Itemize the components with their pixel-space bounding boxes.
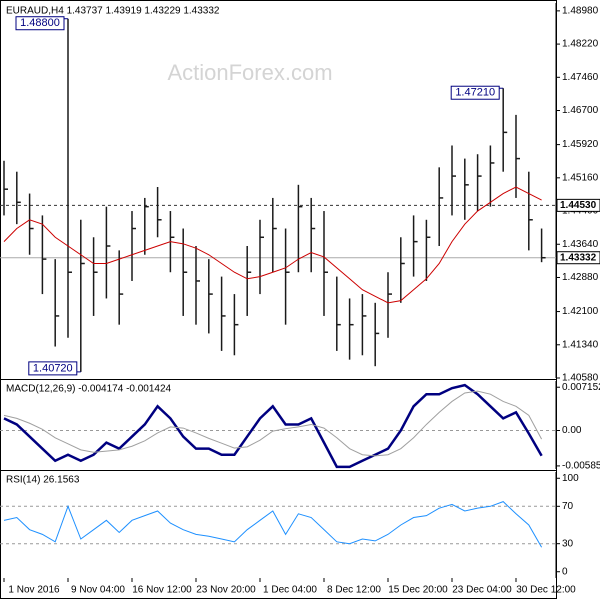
y-tick-label: 1.40580 (562, 373, 599, 384)
y-tick-label: 1.48980 (562, 6, 599, 17)
y-tick-label: 70 (562, 501, 574, 512)
y-tick-label: 1.42100 (562, 306, 599, 317)
y-tick-label: 100 (562, 473, 579, 484)
x-tick-label: 30 Dec 12:00 (516, 585, 576, 596)
watermark: ActionForex.com (167, 60, 332, 85)
y-tick-label: -0.00585 (562, 461, 600, 472)
x-tick-label: 23 Nov 20:00 (196, 585, 256, 596)
panel-title: EURAUD,H4 1.43737 1.43919 1.43229 1.4333… (6, 6, 220, 17)
x-tick-label: 16 Nov 12:00 (132, 585, 192, 596)
x-tick-label: 9 Nov 04:00 (71, 585, 125, 596)
annotation-box (28, 361, 78, 376)
x-tick-label: 23 Dec 04:00 (452, 585, 512, 596)
y-tick-label: 0 (562, 566, 568, 577)
indicator-line (3, 390, 543, 457)
annotation-label: 1.40720 (33, 362, 73, 374)
y-tick-label: 1.41340 (562, 339, 599, 350)
indicator-line (3, 383, 543, 469)
price-level-label: 1.44530 (560, 200, 597, 211)
annotation-label: 1.48800 (20, 17, 60, 29)
indicator-line (3, 501, 543, 548)
y-tick-label: 1.45920 (562, 139, 599, 150)
x-tick-label: 1 Nov 2016 (8, 585, 60, 596)
panel-title: RSI(14) 26.1563 (6, 475, 80, 486)
y-tick-label: 1.42880 (562, 272, 599, 283)
y-tick-label: 1.47460 (562, 72, 599, 83)
price-level-label: 1.43332 (560, 252, 597, 263)
y-tick-label: 30 (562, 538, 574, 549)
y-tick-label: 1.48220 (562, 39, 599, 50)
y-tick-label: 1.43640 (562, 239, 599, 250)
x-tick-label: 8 Dec 12:00 (327, 585, 381, 596)
x-tick-label: 1 Dec 04:00 (263, 585, 317, 596)
annotation-box (450, 85, 500, 100)
y-tick-label: 1.45160 (562, 172, 599, 183)
y-tick-label: 1.46700 (562, 105, 599, 116)
y-tick-label: 0.007152 (562, 382, 600, 393)
x-tick-label: 15 Dec 20:00 (388, 585, 448, 596)
price-level-box (556, 198, 600, 212)
annotation-box (15, 16, 65, 31)
price-level-box (556, 251, 600, 265)
annotation-label: 1.47210 (455, 87, 495, 99)
y-tick-label: 0.00 (562, 425, 582, 436)
panel-title: MACD(12,26,9) -0.004174 -0.001424 (6, 384, 172, 395)
moving-average (3, 186, 542, 304)
